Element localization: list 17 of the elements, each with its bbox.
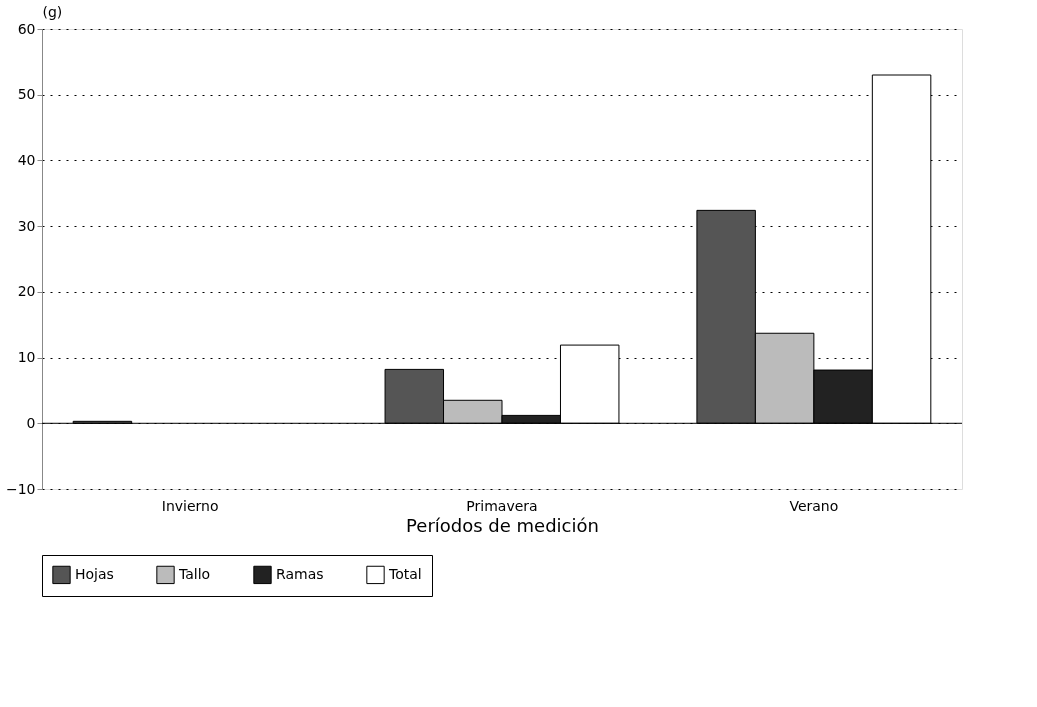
y-tick-label: 10 (17, 349, 36, 366)
y-tick-label: 20 (17, 283, 36, 300)
y-tick-label: 50 (17, 86, 36, 103)
legend-label: Tallo (178, 565, 211, 582)
y-tick-label: 0 (26, 414, 36, 431)
y-tick-label: 30 (17, 217, 36, 234)
y-tick-label: 60 (17, 20, 36, 37)
legend-label: Total (388, 565, 422, 582)
x-tick-label: Primavera (466, 497, 538, 514)
legend-label: Ramas (276, 565, 324, 582)
y-axis-title: (g) (42, 3, 63, 20)
x-axis-title: Períodos de medición (406, 514, 599, 536)
y-tick-label: 40 (17, 151, 36, 168)
legend-label: Hojas (75, 565, 114, 582)
y-tick-label: −10 (5, 480, 36, 497)
x-tick-label: Verano (789, 497, 839, 514)
x-tick-label: Invierno (161, 497, 219, 514)
